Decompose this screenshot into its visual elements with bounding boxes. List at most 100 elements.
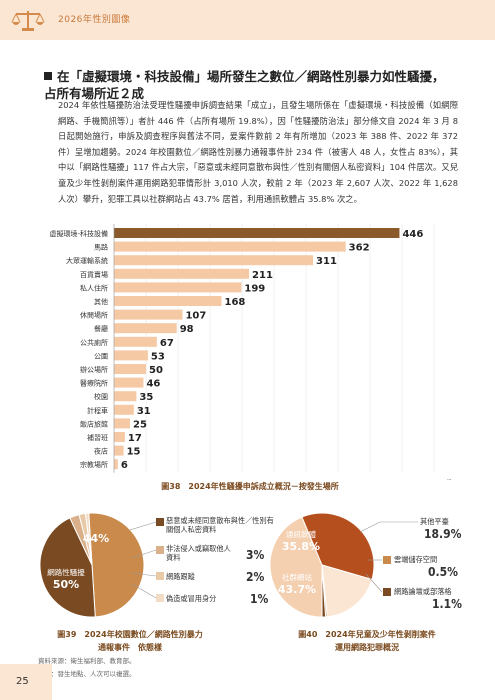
page-number-tab: 25 [0, 664, 52, 700]
bar [114, 404, 134, 415]
category-label: 醫療院所 [80, 379, 108, 388]
value-label: 17 [128, 433, 142, 444]
x-tick-label: 50 [142, 479, 151, 480]
bar [114, 309, 183, 320]
x-tick-label: 200 [235, 479, 248, 480]
category-label: 休閒場所 [80, 311, 108, 320]
legend40-swatch-forum [383, 588, 391, 596]
pie40-pct-social: 43.7% [277, 583, 317, 596]
category-label: 校園 [94, 392, 108, 401]
page-header: 2026年性別圖像 [0, 0, 495, 40]
category-label: 辦公場所 [80, 365, 108, 374]
pie-slice [84, 512, 93, 566]
x-tick-label: 300 [299, 479, 312, 480]
pie-slice [88, 512, 145, 618]
value-label: 67 [160, 338, 174, 349]
bar [114, 282, 242, 293]
bar [114, 323, 177, 334]
value-label: 311 [316, 256, 337, 267]
legend39-label-2: 非法侵入或竊取他人資料 [166, 544, 231, 562]
bar [114, 445, 124, 456]
value-label: 446 [402, 229, 423, 240]
footnote-source: 資料來源：衛生福利部、教育部。 [38, 657, 136, 665]
pie40-pct-cloud: 0.5% [428, 565, 458, 579]
pie-slice [301, 512, 375, 581]
caption-fig40-line2: 運用網路犯罪概況 [335, 643, 399, 652]
category-label: 其他 [94, 297, 108, 306]
category-label: 飯店旅館 [80, 419, 108, 428]
x-tick-label: 150 [203, 479, 216, 480]
legend39-pct-4: 1% [250, 592, 269, 606]
legend39-swatch-3 [156, 572, 164, 580]
bar [114, 377, 144, 388]
value-label: 168 [225, 297, 246, 308]
bar [114, 364, 146, 374]
pie39-label-harass: 網路性騷擾 [47, 568, 85, 577]
pie39-label-pct-private: 44% [82, 532, 110, 545]
legend40-leader-lines [360, 521, 418, 593]
bar [114, 432, 125, 442]
value-label: 50 [149, 365, 163, 376]
x-tick-label: 0 [112, 479, 116, 480]
category-label: 百貨賣場 [80, 270, 108, 279]
legend39-label-1: 惡意或未經同意散布與性／性別有關個人私密資料 [166, 516, 274, 534]
section-heading: 在「虛擬環境・科技設備」場所發生之數位／網路性別暴力如性騷擾，占所有場所近２成 [44, 68, 454, 102]
pie40-pct-forum: 1.1% [432, 597, 462, 611]
category-label: 補習班 [87, 433, 108, 442]
pie39-label-pct-harass: 50% [52, 578, 80, 591]
value-label: 25 [133, 419, 147, 430]
category-label: 公共廁所 [80, 338, 108, 347]
scales-logo-icon [11, 11, 45, 31]
value-label: 362 [349, 243, 370, 254]
pie40-label-msg: 通訊軟體 [286, 530, 316, 539]
x-tick-label: 450 [395, 479, 408, 480]
category-label: 宗教場所 [80, 460, 108, 469]
bar [114, 391, 137, 402]
legend39-pct-3: 2% [246, 570, 265, 584]
bullet-square-icon [44, 72, 52, 80]
value-label: 98 [180, 324, 194, 335]
value-label: 211 [252, 270, 273, 281]
pie40-label-social: 社群網站 [282, 573, 312, 582]
x-tick-label: 350 [331, 479, 344, 480]
footnote-note: 說明：發生地點、人次可以複選。 [38, 670, 136, 678]
pie40-pct-other: 18.9% [424, 527, 462, 541]
caption-fig38: 圖38 2024年性騷擾申訴成立概況－按發生場所 [161, 482, 339, 491]
x-tick-label: 100 [171, 479, 184, 480]
caption-fig39-line2: 通報事件 依態樣 [98, 643, 162, 652]
header-title: 2026年性別圖像 [58, 15, 131, 25]
legend39-label-3: 網路跟蹤 [166, 572, 195, 581]
legend40-swatch-cloud [383, 556, 391, 564]
bar-chart-fig38: 0 50 100 150 200 250 300 350 400 450 500 件 虛擬環境-科技設備… [49, 224, 453, 480]
pie-slice [269, 516, 323, 618]
value-label: 107 [185, 311, 206, 322]
legend39-pct-2: 3% [246, 548, 265, 562]
pie40-label-forum: 網路論壇或部落格 [394, 587, 452, 596]
value-label: 46 [146, 379, 160, 390]
value-label: 6 [121, 460, 128, 471]
x-unit-label: 件 [446, 478, 453, 480]
category-label: 夜店 [94, 447, 108, 456]
pie-chart-fig40 [269, 512, 375, 618]
bar [114, 228, 400, 238]
bar [114, 268, 250, 279]
legend39-swatch-2 [156, 546, 164, 554]
bar [114, 336, 157, 347]
pie-slice [321, 564, 373, 618]
x-tick-label: 400 [363, 479, 376, 480]
bar [114, 418, 130, 429]
bar [114, 255, 314, 266]
legend39-swatch-4 [156, 594, 164, 602]
legend39-label-4: 偽造或冒用身分 [166, 594, 217, 603]
legend39-leader-lines [130, 521, 157, 599]
bar [114, 350, 148, 361]
pie40-label-other: 其他平臺 [420, 517, 449, 526]
caption-fig40: 圖40 2024年兒童及少年性剝削案件 運用網路犯罪概況 [262, 628, 472, 654]
pie-slice [321, 564, 327, 618]
value-label: 35 [139, 392, 153, 403]
bar [114, 296, 222, 306]
category-label: 私人住所 [80, 283, 108, 292]
category-label: 馬路 [94, 243, 108, 252]
pie40-pct-msg: 35.8% [281, 540, 321, 553]
category-label: 餐廳 [94, 324, 108, 333]
